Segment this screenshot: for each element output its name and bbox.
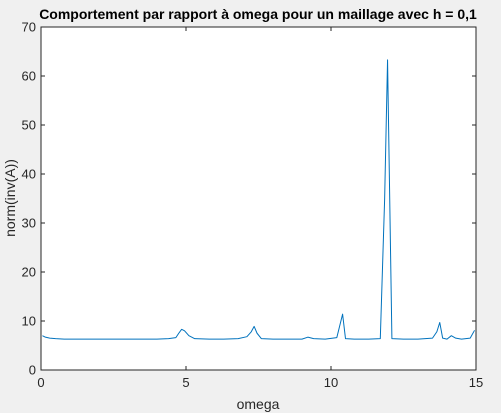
y-axis-label: norm(inv(A))	[2, 159, 18, 237]
y-tick-label: 20	[22, 265, 36, 280]
y-tick-label: 60	[22, 69, 36, 84]
chart-title: Comportement par rapport à omega pour un…	[39, 6, 477, 22]
plot-area	[40, 26, 477, 371]
x-tick-label: 5	[182, 375, 189, 390]
ticks-layer	[40, 26, 477, 371]
x-tick-label: 0	[37, 375, 44, 390]
y-tick-label: 70	[22, 20, 36, 35]
y-tick-label: 10	[22, 314, 36, 329]
x-tick-label: 15	[469, 375, 483, 390]
x-tick-label: 10	[324, 375, 338, 390]
y-tick-label: 40	[22, 167, 36, 182]
y-tick-label: 30	[22, 216, 36, 231]
tick-labels-layer: 0 5 10 15 0 10 20 30 40 50 60 70	[22, 20, 484, 391]
y-tick-label: 0	[29, 363, 36, 378]
y-tick-label: 50	[22, 118, 36, 133]
x-axis-label: omega	[237, 396, 280, 412]
series-layer	[42, 59, 475, 340]
series-line	[42, 59, 475, 340]
